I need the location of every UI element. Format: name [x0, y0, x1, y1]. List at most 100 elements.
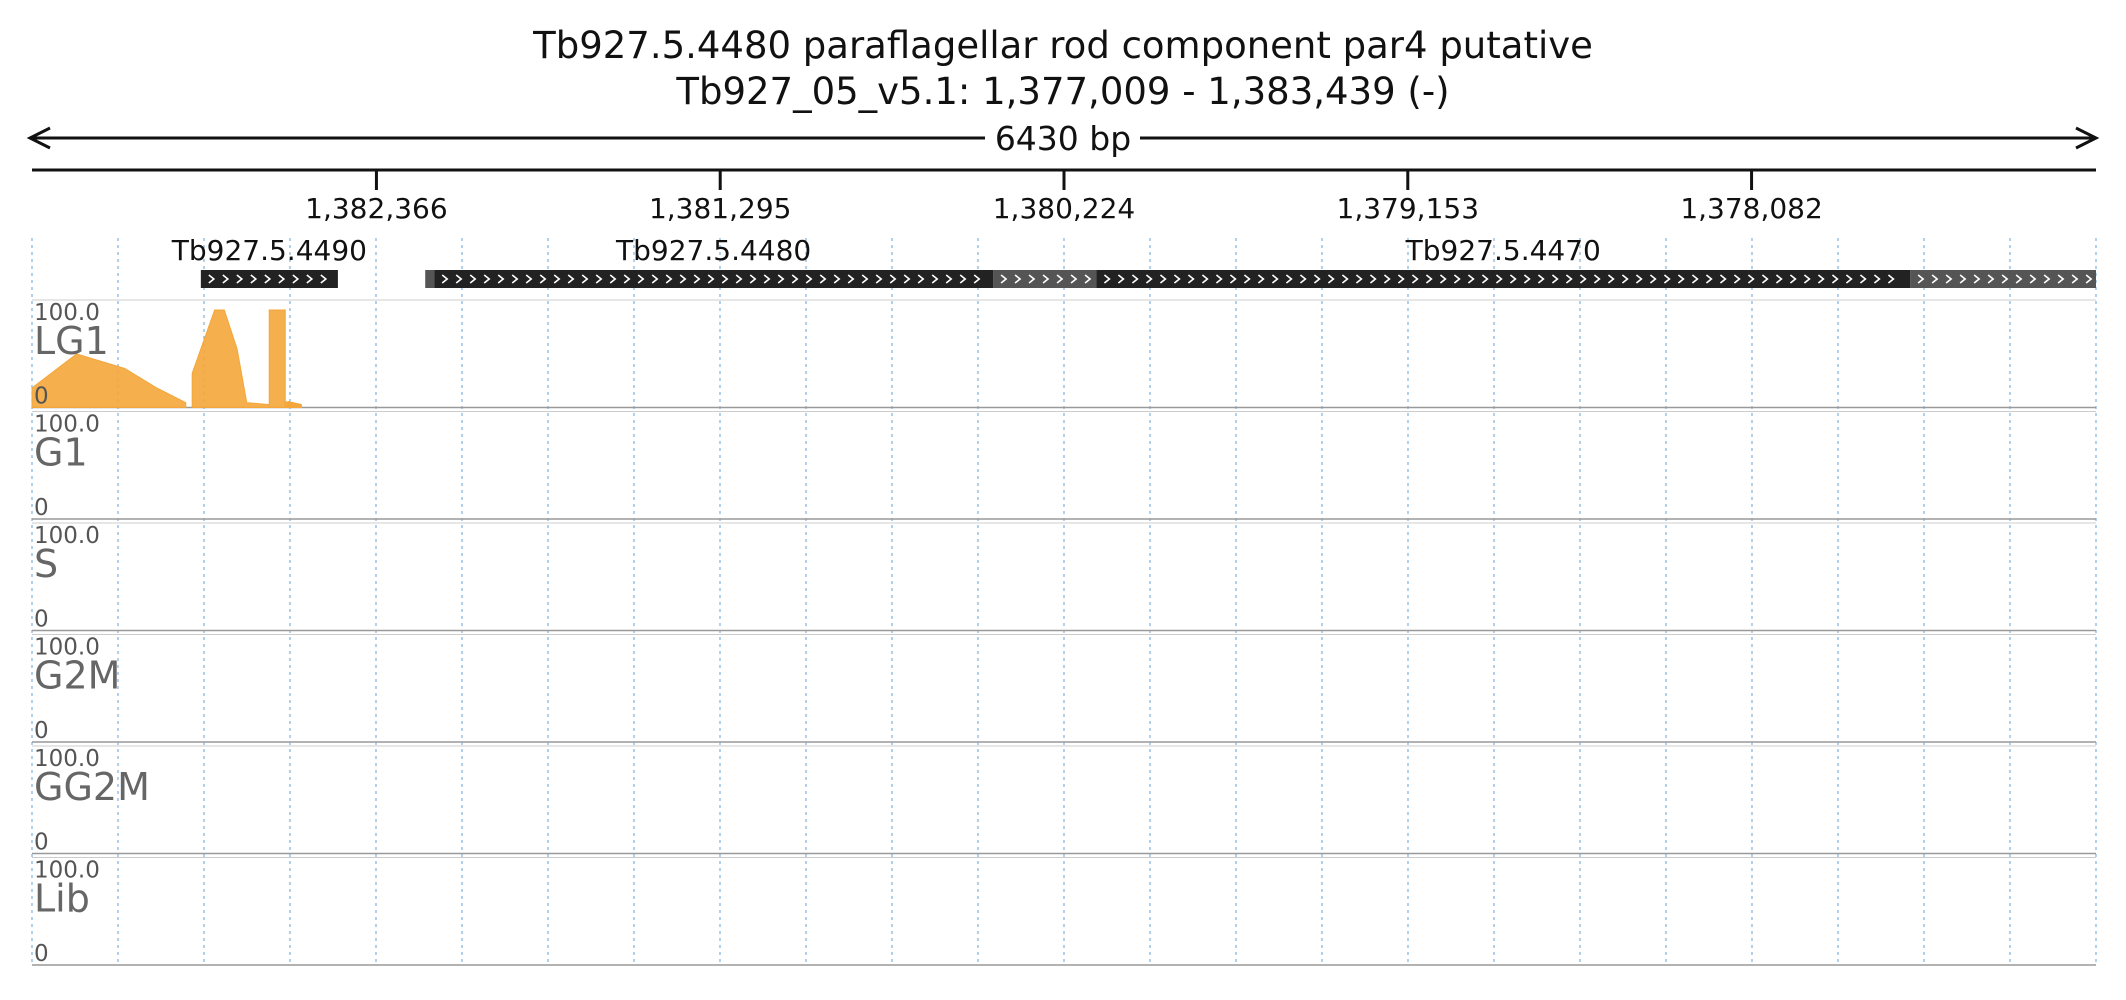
strand-chevron-icon — [889, 274, 897, 284]
strand-chevron-icon — [1145, 274, 1153, 284]
strand-chevron-icon — [1229, 274, 1237, 284]
strand-chevron-icon — [1070, 274, 1078, 284]
strand-chevron-icon — [2015, 274, 2023, 284]
strand-chevron-icon — [805, 274, 813, 284]
strand-chevron-icon — [1945, 274, 1953, 284]
strand-chevron-icon — [749, 274, 757, 284]
strand-chevron-icon — [1621, 274, 1629, 284]
strand-chevron-icon — [1789, 274, 1797, 284]
ruler-tick-label: 1,379,153 — [1337, 192, 1480, 225]
strand-chevron-icon — [1931, 274, 1939, 284]
strand-chevron-icon — [1215, 274, 1223, 284]
strand-chevron-icon — [278, 274, 286, 284]
strand-chevron-icon — [1817, 274, 1825, 284]
strand-chevron-icon — [665, 274, 673, 284]
track-g1: 100.0G1 0 — [32, 411, 2096, 521]
strand-chevron-icon — [595, 274, 603, 284]
strand-chevron-icon — [735, 274, 743, 284]
strand-chevron-icon — [320, 274, 328, 284]
strand-chevron-icon — [1173, 274, 1181, 284]
strand-chevron-icon — [1481, 274, 1489, 284]
strand-chevron-icon — [791, 274, 799, 284]
strand-chevron-icon — [567, 274, 575, 284]
strand-chevron-icon — [1187, 274, 1195, 284]
strand-chevron-icon — [861, 274, 869, 284]
ruler-tick-label: 1,380,224 — [993, 192, 1136, 225]
strand-chevron-icon — [525, 274, 533, 284]
strand-chevron-icon — [539, 274, 547, 284]
strand-chevron-icon — [581, 274, 589, 284]
strand-chevron-icon — [1285, 274, 1293, 284]
strand-chevron-icon — [1747, 274, 1755, 284]
ruler-ticks: 1,382,366 1,381,295 1,380,224 1,379,153 1,37… — [305, 170, 1823, 225]
strand-chevron-icon — [1000, 274, 1008, 284]
coverage-area — [284, 405, 289, 408]
strand-chevron-icon — [292, 274, 300, 284]
strand-chevron-icon — [1663, 274, 1671, 284]
strand-chevron-icon — [455, 274, 463, 284]
strand-chevron-icon — [1383, 274, 1391, 284]
strand-chevron-icon — [1131, 274, 1139, 284]
strand-chevron-icon — [1042, 274, 1050, 284]
gene-label: Tb927.5.4490 — [171, 234, 367, 267]
strand-chevron-icon — [707, 274, 715, 284]
strand-chevron-icon — [1369, 274, 1377, 284]
strand-chevron-icon — [931, 274, 939, 284]
strand-chevron-icon — [2001, 274, 2009, 284]
strand-chevron-icon — [973, 274, 981, 284]
strand-chevron-icon — [1761, 274, 1769, 284]
track-ymin-label: 0 — [34, 607, 49, 633]
strand-chevron-icon — [236, 274, 244, 284]
strand-chevron-icon — [1803, 274, 1811, 284]
track-ymax-label: 100.0 — [34, 746, 100, 772]
strand-chevron-icon — [637, 274, 645, 284]
strand-chevron-icon — [1355, 274, 1363, 284]
track-ymax-label: 100.0 — [34, 412, 100, 438]
strand-chevron-icon — [222, 274, 230, 284]
strand-chevron-icon — [2071, 274, 2079, 284]
track-ymin-label: 0 — [34, 830, 49, 856]
strand-chevron-icon — [945, 274, 953, 284]
track-ymax-label: 100.0 — [34, 300, 100, 326]
strand-chevron-icon — [1495, 274, 1503, 284]
gene-utr — [425, 270, 435, 288]
track-ymin-label: 0 — [34, 495, 49, 521]
strand-chevron-icon — [679, 274, 687, 284]
coverage-area — [31, 353, 187, 408]
track-ymax-label: 100.0 — [34, 523, 100, 549]
strand-chevron-icon — [1103, 274, 1111, 284]
strand-chevron-icon — [847, 274, 855, 284]
track-name-label: LG1 — [34, 319, 109, 363]
strand-chevron-icon — [1397, 274, 1405, 284]
strand-chevron-icon — [2057, 274, 2065, 284]
strand-chevron-icon — [651, 274, 659, 284]
ruler-tick-label: 1,378,082 — [1680, 192, 1823, 225]
strand-chevron-icon — [1593, 274, 1601, 284]
coverage-area — [268, 309, 286, 408]
strand-chevron-icon — [1257, 274, 1265, 284]
track-name-label: S — [34, 542, 58, 586]
track-ymax-label: 100.0 — [34, 635, 100, 661]
strand-chevron-icon — [1551, 274, 1559, 284]
strand-chevron-icon — [1467, 274, 1475, 284]
strand-chevron-icon — [917, 274, 925, 284]
strand-chevron-icon — [833, 274, 841, 284]
strand-chevron-icon — [441, 274, 449, 284]
track-name-label: GG2M — [34, 765, 150, 809]
track-ymin-label: 0 — [34, 941, 49, 967]
strand-chevron-icon — [1887, 274, 1895, 284]
strand-chevron-icon — [875, 274, 883, 284]
strand-chevron-icon — [1014, 274, 1022, 284]
strand-chevron-icon — [1439, 274, 1447, 284]
strand-chevron-icon — [469, 274, 477, 284]
strand-chevron-icon — [1733, 274, 1741, 284]
gene-cds — [1096, 270, 1911, 288]
gene-label: Tb927.5.4470 — [1405, 234, 1601, 267]
strand-chevron-icon — [1565, 274, 1573, 284]
strand-chevron-icon — [1917, 274, 1925, 284]
coverage-tracks: 100.0LG10100.0G10100.0S0100.0G2M0100.0GG… — [31, 299, 2096, 967]
strand-chevron-icon — [483, 274, 491, 284]
strand-chevron-icon — [1775, 274, 1783, 284]
